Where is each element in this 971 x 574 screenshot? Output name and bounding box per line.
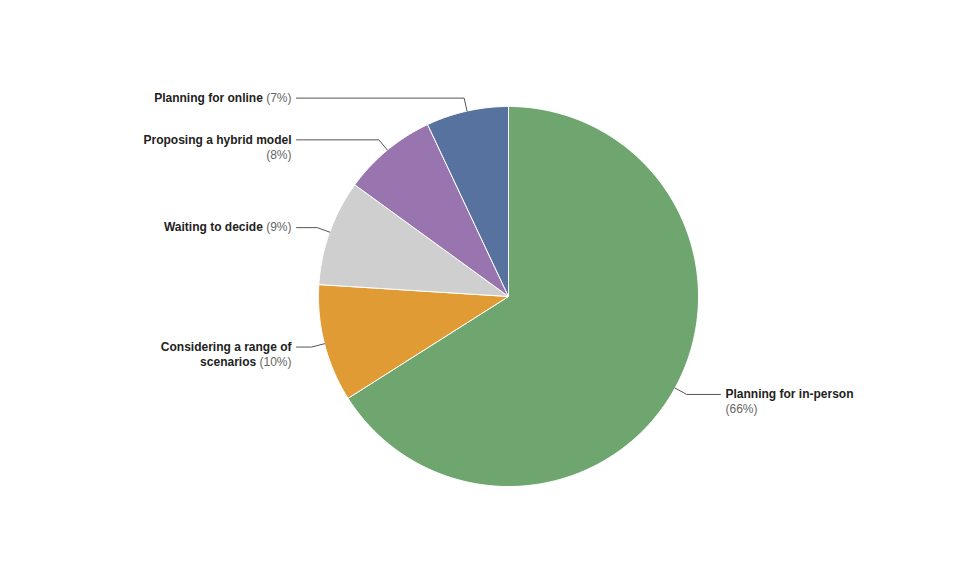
svg-text:Considering a range of: Considering a range of (161, 340, 293, 354)
svg-text:(7%): (7%) (266, 91, 291, 105)
svg-text:Planning for online: Planning for online (154, 91, 263, 105)
svg-text:Planning for in-person: Planning for in-person (726, 387, 854, 401)
svg-text:(8%): (8%) (266, 148, 291, 162)
svg-text:Waiting to decide: Waiting to decide (164, 220, 263, 234)
svg-text:(9%): (9%) (266, 220, 291, 234)
svg-text:(66%): (66%) (726, 402, 758, 416)
svg-text:scenarios: scenarios (200, 355, 256, 369)
svg-text:(10%): (10%) (259, 355, 291, 369)
svg-text:Proposing a hybrid model: Proposing a hybrid model (143, 133, 291, 147)
